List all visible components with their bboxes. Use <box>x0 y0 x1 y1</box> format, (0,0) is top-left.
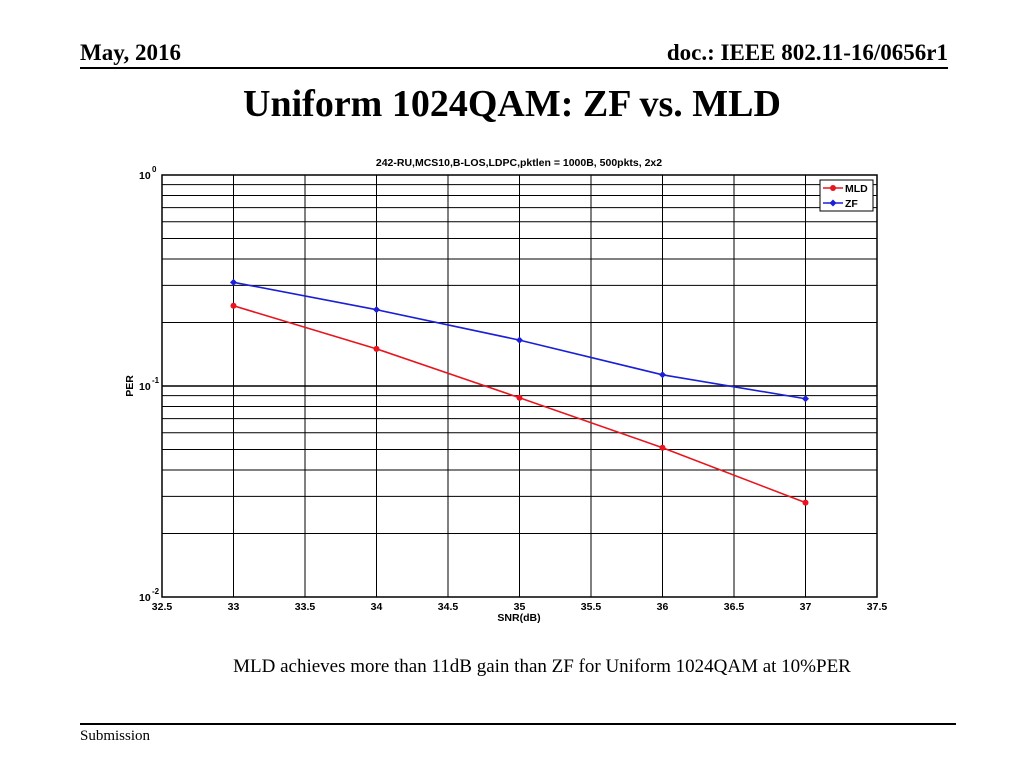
y-tick-base: 10 <box>139 381 151 393</box>
x-tick-label: 37 <box>800 601 812 613</box>
tick-labels: 32.5 33 33.5 34 34.5 35 35.5 36 36.5 37 37.510010-… <box>139 165 887 613</box>
y-axis-label: PER <box>124 375 136 397</box>
x-tick-label: 33.5 <box>295 601 316 613</box>
zf-data-point <box>230 278 237 286</box>
y-tick-exponent: -2 <box>152 587 160 596</box>
x-tick-label: 36.5 <box>724 601 745 613</box>
x-tick-label: 37.5 <box>867 601 888 613</box>
series-lines <box>230 278 809 506</box>
footer-submission: Submission <box>80 728 151 744</box>
chart-grid <box>162 175 877 597</box>
y-tick-exponent: -1 <box>152 376 160 385</box>
slide-title: Uniform 1024QAM: ZF vs. MLD <box>243 83 781 125</box>
chart-legend: MLD ZF <box>819 179 874 212</box>
y-tick-base: 10 <box>139 170 151 182</box>
x-tick-label: 34 <box>371 601 383 613</box>
footer-divider <box>80 723 956 725</box>
zf-data-point <box>516 336 523 344</box>
zf-data-point <box>659 371 666 379</box>
mld-data-point <box>373 345 380 352</box>
x-tick-label: 32.5 <box>152 601 173 613</box>
x-tick-label: 35 <box>514 601 526 613</box>
header-date: May, 2016 <box>80 40 181 65</box>
mld-legend-label: MLD <box>845 183 868 195</box>
mld-data-point <box>659 444 666 451</box>
slide-caption: MLD achieves more than 11dB gain than ZF… <box>233 656 851 677</box>
zf-legend-label: ZF <box>845 198 858 210</box>
zf-legend-marker <box>829 199 837 207</box>
zf-data-point <box>373 306 380 314</box>
zf-data-point <box>802 395 809 403</box>
y-tick-base: 10 <box>139 592 151 604</box>
x-axis-label: SNR(dB) <box>497 612 540 624</box>
mld-data-point <box>802 499 809 506</box>
mld-data-point <box>516 394 523 401</box>
x-tick-label: 34.5 <box>438 601 459 613</box>
mld-legend-marker <box>830 185 836 191</box>
x-tick-label: 33 <box>228 601 240 613</box>
y-tick-label: 100 <box>139 165 157 182</box>
y-tick-label: 10-2 <box>139 587 160 604</box>
header-doc-id: doc.: IEEE 802.11-16/0656r1 <box>666 40 948 65</box>
chart-title: 242-RU,MCS10,B-LOS,LDPC,pktlen = 1000B, … <box>376 157 662 169</box>
mld-data-point <box>230 302 237 309</box>
y-tick-label: 10-1 <box>139 376 160 393</box>
header-divider <box>80 67 948 69</box>
x-tick-label: 36 <box>657 601 669 613</box>
y-tick-exponent: 0 <box>152 165 157 174</box>
legend-box <box>819 179 874 212</box>
plot-frame <box>161 174 878 598</box>
x-tick-label: 35.5 <box>581 601 602 613</box>
